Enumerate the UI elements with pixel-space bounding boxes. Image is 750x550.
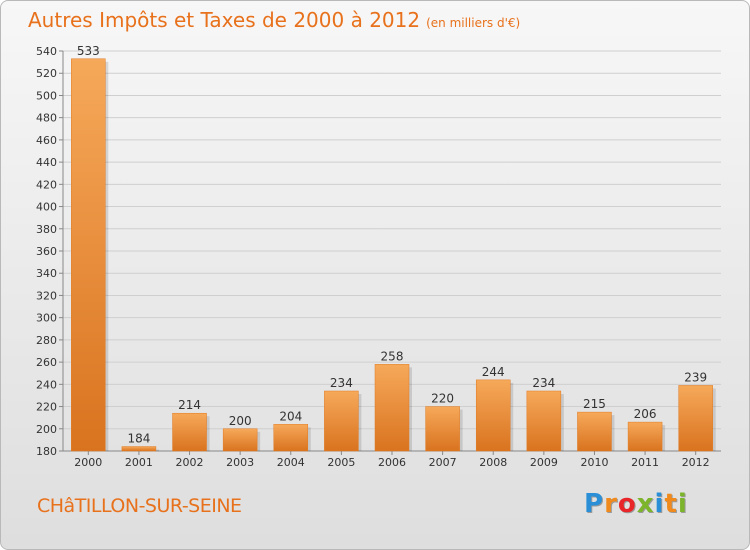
bar <box>121 446 157 452</box>
data-label: 206 <box>634 407 657 421</box>
data-label: 215 <box>583 397 606 411</box>
y-tick-label: 380 <box>36 223 57 236</box>
y-tick-label: 460 <box>36 134 57 147</box>
y-tick-label: 520 <box>36 67 57 80</box>
logo-letter: i <box>677 489 688 519</box>
bar <box>627 421 663 452</box>
y-tick-label: 480 <box>36 112 57 125</box>
chart-title-text: Autres Impôts et Taxes de 2000 à 2012 <box>28 8 421 32</box>
x-tick-label: 2003 <box>226 456 254 469</box>
y-tick-label: 280 <box>36 334 57 347</box>
bars <box>71 58 716 452</box>
data-label: 214 <box>178 398 201 412</box>
data-label: 239 <box>684 370 707 384</box>
bar <box>526 390 562 452</box>
bar <box>71 58 106 452</box>
data-label: 200 <box>229 414 252 428</box>
data-label: 204 <box>279 409 302 423</box>
data-label: 184 <box>127 432 150 446</box>
x-tick-label: 2005 <box>327 456 355 469</box>
y-tick-label: 440 <box>36 156 57 169</box>
data-label: 234 <box>330 376 353 390</box>
x-tick-label: 2008 <box>479 456 507 469</box>
bar <box>425 406 460 452</box>
x-tick-label: 2002 <box>176 456 204 469</box>
bar <box>577 411 612 452</box>
bar <box>172 412 207 452</box>
x-tick-label: 2000 <box>74 456 102 469</box>
y-tick-label: 300 <box>36 312 57 325</box>
data-label: 220 <box>431 392 454 406</box>
x-tick-label: 2007 <box>429 456 457 469</box>
y-tick-label: 400 <box>36 201 57 214</box>
data-label: 244 <box>482 365 505 379</box>
axes: 180 200 220 240 260 280 300 320 340 360 380 400 420 4… <box>36 45 721 469</box>
logo-letter: r <box>604 489 618 519</box>
x-tick-label: 2006 <box>378 456 406 469</box>
bar <box>324 390 359 452</box>
y-tick-label: 260 <box>36 356 57 369</box>
x-tick-label: 2009 <box>530 456 558 469</box>
bar <box>222 428 258 452</box>
data-labels: 533 184 214 200 204 234 258 220 244 234 215 206 239 <box>77 44 707 446</box>
chart-title: Autres Impôts et Taxes de 2000 à 2012 (en… <box>28 8 520 32</box>
y-tick-label: 320 <box>36 289 57 302</box>
logo-letter: o <box>617 489 637 519</box>
logo-letter: t <box>664 489 678 519</box>
x-tick-label: 2012 <box>682 456 710 469</box>
y-tick-label: 420 <box>36 178 57 191</box>
city-name: CHâTILLON-SUR-SEINE <box>37 495 242 517</box>
data-label: 533 <box>77 44 100 58</box>
x-tick-label: 2004 <box>277 456 305 469</box>
x-tick-label: 2010 <box>580 456 608 469</box>
logo-letter: x <box>636 489 655 519</box>
logo-letter: i <box>654 489 665 519</box>
x-tick-label: 2011 <box>631 456 659 469</box>
y-tick-label: 180 <box>36 445 57 458</box>
bar <box>678 385 713 452</box>
data-label: 258 <box>381 349 404 363</box>
y-tick-label: 500 <box>36 89 57 102</box>
y-tick-label: 220 <box>36 401 57 414</box>
bar <box>273 424 309 452</box>
y-tick-label: 340 <box>36 267 57 280</box>
proxiti-logo: Proxiti <box>584 489 688 519</box>
logo-letter: P <box>584 489 605 519</box>
bar <box>374 364 410 452</box>
y-tick-label: 240 <box>36 378 57 391</box>
y-tick-label: 200 <box>36 423 57 436</box>
bar <box>475 379 511 452</box>
y-tick-label: 360 <box>36 245 57 258</box>
chart-subtitle: (en milliers d'€) <box>426 16 521 30</box>
data-label: 234 <box>532 376 555 390</box>
x-tick-label: 2001 <box>125 456 153 469</box>
y-tick-label: 540 <box>36 45 57 58</box>
